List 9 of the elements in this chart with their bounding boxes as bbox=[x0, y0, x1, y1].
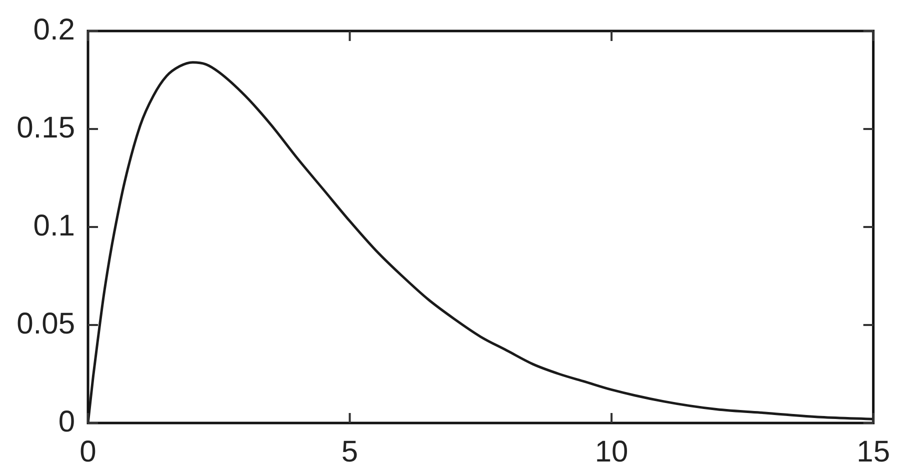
y-tick-label: 0.2 bbox=[33, 13, 75, 46]
y-tick-label: 0.15 bbox=[16, 111, 75, 144]
y-tick-label: 0.1 bbox=[33, 209, 75, 242]
y-tick-label: 0 bbox=[58, 405, 75, 438]
y-tick-label: 0.05 bbox=[16, 307, 75, 340]
x-tick-label: 0 bbox=[80, 435, 96, 468]
x-tick-label: 15 bbox=[856, 435, 890, 468]
x-tick-label: 10 bbox=[594, 435, 628, 468]
x-tick-label: 5 bbox=[341, 435, 358, 468]
